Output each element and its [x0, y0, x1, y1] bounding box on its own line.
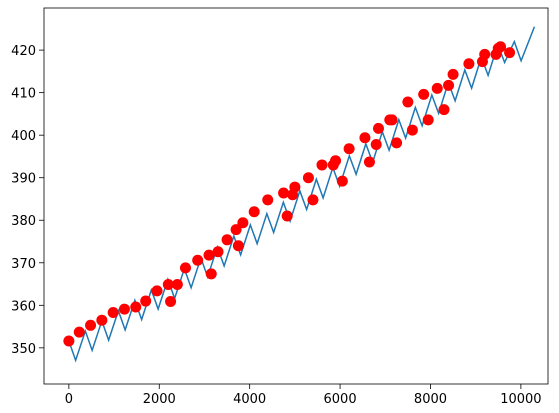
point — [221, 234, 233, 246]
point — [237, 217, 249, 229]
x-tick-label: 2000 — [143, 392, 176, 407]
point — [363, 156, 375, 168]
point — [162, 278, 174, 290]
plot-area — [63, 26, 536, 363]
point — [418, 88, 430, 100]
point — [359, 132, 371, 144]
point — [443, 79, 455, 91]
point — [151, 285, 163, 297]
point — [165, 295, 177, 307]
point — [281, 210, 293, 222]
point — [495, 41, 507, 53]
point — [118, 303, 130, 315]
point — [232, 240, 244, 252]
y-tick-label: 380 — [11, 214, 36, 229]
point — [203, 249, 215, 261]
point — [73, 326, 85, 338]
point — [402, 96, 414, 108]
point — [130, 301, 142, 313]
point — [479, 48, 491, 60]
point — [447, 68, 459, 80]
y-tick-label: 350 — [11, 342, 36, 357]
point — [391, 137, 403, 149]
point — [302, 172, 314, 184]
point — [316, 159, 328, 171]
x-tick-label: 4000 — [233, 392, 266, 407]
point — [370, 139, 382, 151]
x-tick-label: 0 — [65, 392, 73, 407]
x-tick-label: 8000 — [414, 392, 447, 407]
point — [63, 335, 75, 347]
point — [386, 114, 398, 126]
point — [192, 254, 204, 266]
point — [504, 47, 516, 59]
y-tick-label: 360 — [11, 299, 36, 314]
y-tick-label: 410 — [11, 87, 36, 102]
point — [278, 187, 290, 199]
point — [248, 206, 260, 218]
point — [205, 268, 217, 280]
point — [431, 82, 443, 94]
y-tick-label: 400 — [11, 129, 36, 144]
point — [307, 194, 319, 206]
point — [140, 295, 152, 307]
point — [262, 194, 274, 206]
point — [107, 307, 119, 319]
y-tick-label: 390 — [11, 172, 36, 187]
x-tick-label: 10000 — [500, 392, 541, 407]
point — [212, 246, 224, 258]
point — [171, 278, 183, 290]
point — [372, 122, 384, 134]
point — [330, 155, 342, 167]
x-tick-label: 6000 — [324, 392, 357, 407]
axes-frame — [43, 7, 549, 385]
point — [230, 224, 242, 236]
point — [422, 114, 434, 126]
point — [406, 124, 418, 136]
point — [343, 143, 355, 155]
point — [179, 262, 191, 274]
point — [289, 181, 301, 193]
point — [336, 175, 348, 187]
point — [463, 58, 475, 70]
point — [96, 314, 108, 326]
point — [438, 104, 450, 116]
line — [68, 26, 536, 363]
y-tick-label: 420 — [11, 44, 36, 59]
y-tick-label: 370 — [11, 257, 36, 272]
point — [85, 319, 97, 331]
